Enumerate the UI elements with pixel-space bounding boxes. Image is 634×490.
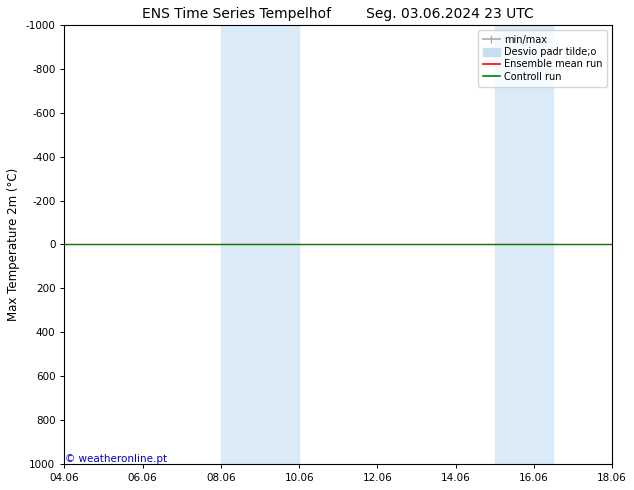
Bar <box>495 25 553 464</box>
Legend: min/max, Desvio padr tilde;o, Ensemble mean run, Controll run: min/max, Desvio padr tilde;o, Ensemble m… <box>477 30 607 87</box>
Bar <box>221 25 299 464</box>
Y-axis label: Max Temperature 2m (°C): Max Temperature 2m (°C) <box>7 168 20 321</box>
Text: © weatheronline.pt: © weatheronline.pt <box>65 454 167 464</box>
Title: ENS Time Series Tempelhof        Seg. 03.06.2024 23 UTC: ENS Time Series Tempelhof Seg. 03.06.202… <box>143 7 534 21</box>
